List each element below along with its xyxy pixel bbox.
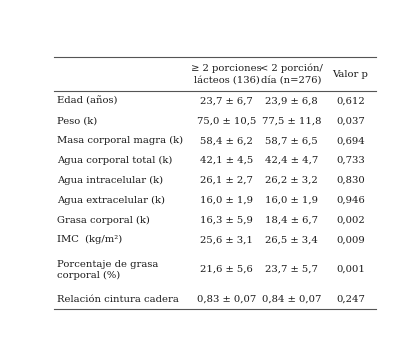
Text: 77,5 ± 11,8: 77,5 ± 11,8 bbox=[262, 116, 321, 126]
Text: 0,001: 0,001 bbox=[336, 265, 365, 274]
Text: 58,4 ± 6,2: 58,4 ± 6,2 bbox=[200, 136, 253, 145]
Text: 0,83 ± 0,07: 0,83 ± 0,07 bbox=[197, 295, 256, 304]
Text: 26,2 ± 3,2: 26,2 ± 3,2 bbox=[265, 176, 318, 185]
Text: 16,3 ± 5,9: 16,3 ± 5,9 bbox=[200, 216, 253, 225]
Text: 58,7 ± 6,5: 58,7 ± 6,5 bbox=[265, 136, 318, 145]
Text: 26,1 ± 2,7: 26,1 ± 2,7 bbox=[200, 176, 253, 185]
Text: 25,6 ± 3,1: 25,6 ± 3,1 bbox=[200, 235, 253, 244]
Text: Agua extracelular (k): Agua extracelular (k) bbox=[58, 196, 165, 205]
Text: 0,037: 0,037 bbox=[336, 116, 365, 126]
Text: Peso (k): Peso (k) bbox=[58, 116, 97, 126]
Text: < 2 porción/
día (n=276): < 2 porción/ día (n=276) bbox=[260, 64, 323, 85]
Text: 23,7 ± 5,7: 23,7 ± 5,7 bbox=[265, 265, 318, 274]
Text: 23,7 ± 6,7: 23,7 ± 6,7 bbox=[200, 97, 253, 106]
Text: 16,0 ± 1,9: 16,0 ± 1,9 bbox=[200, 196, 253, 205]
Text: Valor p: Valor p bbox=[332, 70, 368, 79]
Text: Agua intracelular (k): Agua intracelular (k) bbox=[58, 176, 163, 185]
Text: 18,4 ± 6,7: 18,4 ± 6,7 bbox=[265, 216, 318, 225]
Text: 0,002: 0,002 bbox=[336, 216, 365, 225]
Text: IMC  (kg/m²): IMC (kg/m²) bbox=[58, 235, 123, 245]
Text: 0,830: 0,830 bbox=[336, 176, 365, 185]
Text: 0,612: 0,612 bbox=[336, 97, 365, 106]
Text: 0,733: 0,733 bbox=[336, 156, 365, 165]
Text: Agua corporal total (k): Agua corporal total (k) bbox=[58, 156, 173, 165]
Text: 0,694: 0,694 bbox=[336, 136, 365, 145]
Text: Masa corporal magra (k): Masa corporal magra (k) bbox=[58, 136, 184, 145]
Text: Porcentaje de grasa
corporal (%): Porcentaje de grasa corporal (%) bbox=[58, 259, 159, 280]
Text: 0,009: 0,009 bbox=[336, 235, 365, 244]
Text: Edad (años): Edad (años) bbox=[58, 97, 118, 106]
Text: Relación cintura cadera: Relación cintura cadera bbox=[58, 295, 179, 304]
Text: 0,946: 0,946 bbox=[336, 196, 365, 205]
Text: 26,5 ± 3,4: 26,5 ± 3,4 bbox=[265, 235, 318, 244]
Text: 0,84 ± 0,07: 0,84 ± 0,07 bbox=[262, 295, 321, 304]
Text: 23,9 ± 6,8: 23,9 ± 6,8 bbox=[265, 97, 318, 106]
Text: 0,247: 0,247 bbox=[336, 295, 365, 304]
Text: 42,4 ± 4,7: 42,4 ± 4,7 bbox=[265, 156, 318, 165]
Text: 75,0 ± 10,5: 75,0 ± 10,5 bbox=[197, 116, 256, 126]
Text: Grasa corporal (k): Grasa corporal (k) bbox=[58, 216, 150, 225]
Text: 16,0 ± 1,9: 16,0 ± 1,9 bbox=[265, 196, 318, 205]
Text: 42,1 ± 4,5: 42,1 ± 4,5 bbox=[200, 156, 253, 165]
Text: ≥ 2 porciones
lácteos (136): ≥ 2 porciones lácteos (136) bbox=[192, 64, 262, 84]
Text: 21,6 ± 5,6: 21,6 ± 5,6 bbox=[200, 265, 253, 274]
